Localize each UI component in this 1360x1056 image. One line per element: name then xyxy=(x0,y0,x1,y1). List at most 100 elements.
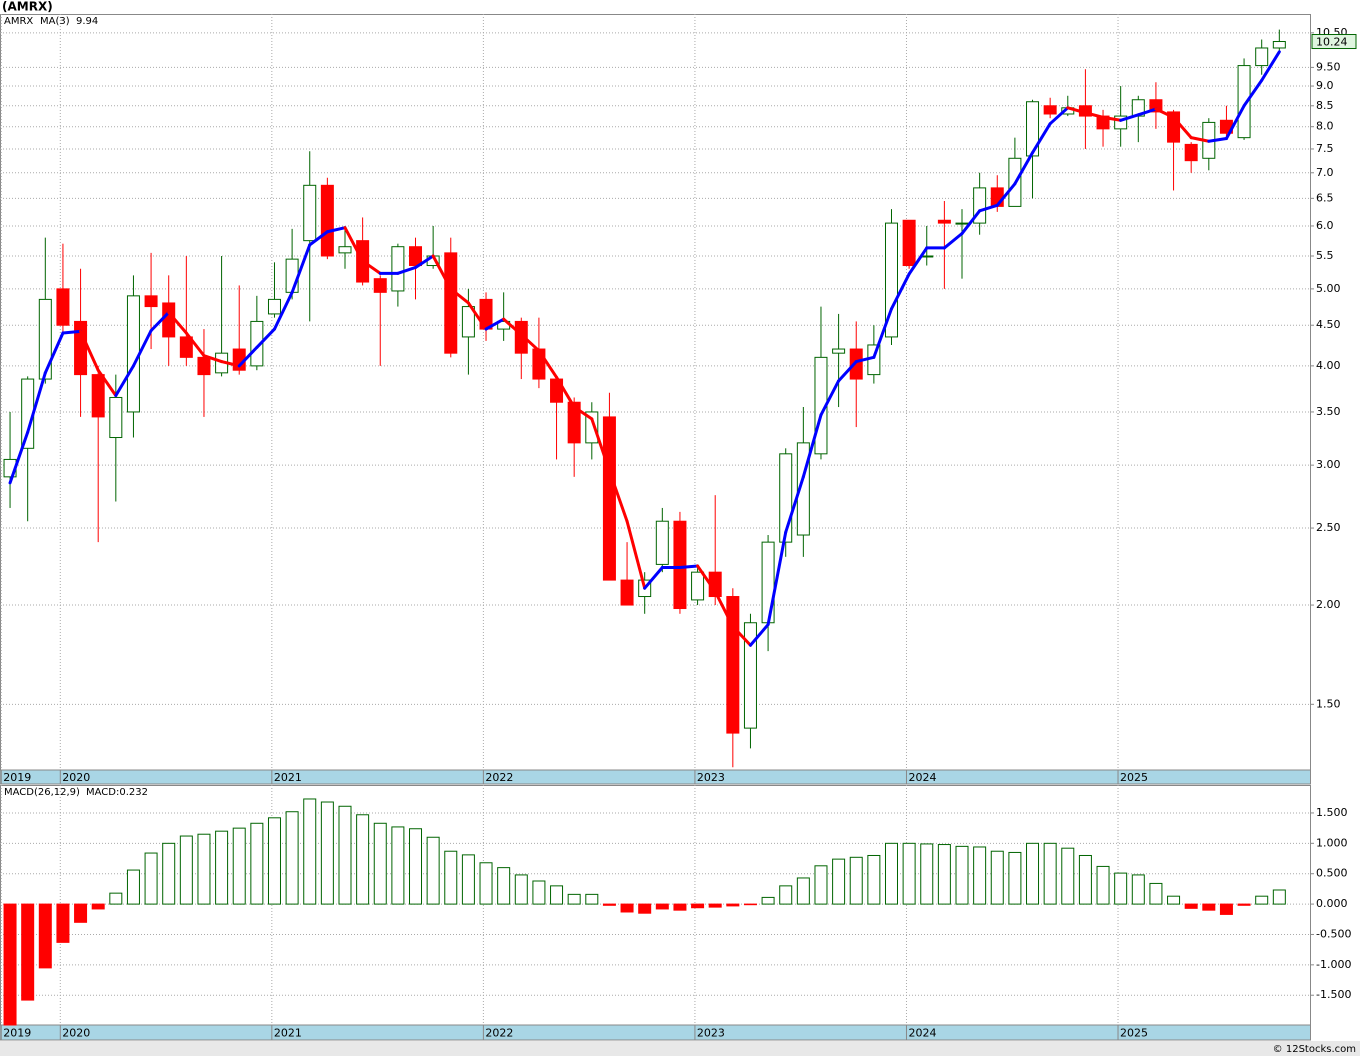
y-tick-label: 6.5 xyxy=(1316,191,1334,204)
ma-line xyxy=(43,331,65,375)
y-tick-label: 4.00 xyxy=(1316,359,1341,372)
ma-line xyxy=(519,333,541,353)
macd-bar xyxy=(655,903,669,910)
macd-bar xyxy=(1272,889,1286,905)
ma-line xyxy=(1224,104,1246,141)
ma-line xyxy=(1031,122,1052,155)
y-tick-label: 6.0 xyxy=(1316,219,1334,232)
ma-line xyxy=(537,349,559,379)
macd-bar xyxy=(320,801,334,905)
x-tick-label: 2020 xyxy=(62,771,90,784)
x-tick-label: 2020 xyxy=(62,1027,90,1040)
candle-body xyxy=(409,246,423,267)
ma-line xyxy=(1048,106,1070,126)
candle-body xyxy=(955,222,969,225)
ma-line xyxy=(502,317,523,337)
ma-line xyxy=(625,519,647,590)
macd-bar xyxy=(1202,903,1216,911)
candle-body xyxy=(761,541,775,624)
macd-bar xyxy=(1184,903,1198,909)
chart-title: (AMRX) xyxy=(2,0,53,14)
ma-line xyxy=(255,327,276,349)
candle-body xyxy=(391,246,405,292)
macd-bar xyxy=(409,828,423,905)
last-price-box xyxy=(1311,34,1357,50)
macd-bar xyxy=(1149,882,1163,905)
macd-bar xyxy=(726,903,740,907)
macd-bar xyxy=(179,835,193,905)
candle-body xyxy=(1272,41,1286,49)
candle-body xyxy=(655,520,669,565)
candle-body xyxy=(1255,47,1269,67)
ma-line xyxy=(1242,78,1264,108)
macd-bar xyxy=(867,854,881,905)
y-tick-label: 1.50 xyxy=(1316,697,1341,710)
y-tick-label: 5.00 xyxy=(1316,282,1341,295)
ma-line xyxy=(572,405,594,421)
x-tick-label: 2019 xyxy=(3,771,31,784)
x-tick-label: 2021 xyxy=(274,1027,302,1040)
x-tick-label: 2023 xyxy=(697,771,725,784)
ma-line xyxy=(872,307,893,359)
macd-bar xyxy=(796,877,810,905)
macd-bar xyxy=(832,858,846,905)
ma-line xyxy=(854,355,876,364)
macd-bar xyxy=(1043,842,1057,905)
ma-line xyxy=(960,209,982,236)
x-tick-label: 2022 xyxy=(485,1027,513,1040)
macd-bar xyxy=(444,850,458,905)
macd-bar xyxy=(338,805,352,905)
macd-bar xyxy=(620,903,634,913)
macd-bar xyxy=(479,862,493,905)
candle-body xyxy=(162,302,176,338)
candle-body xyxy=(1184,143,1198,162)
candle-body xyxy=(514,320,528,354)
macd-bar xyxy=(1114,872,1128,905)
macd-bar xyxy=(250,822,264,905)
ma-line xyxy=(889,272,911,311)
ma-line xyxy=(555,375,576,409)
macd-bar xyxy=(109,892,123,905)
macd-bar xyxy=(1167,895,1181,905)
y-tick-label: -0.500 xyxy=(1316,927,1351,940)
x-tick-label: 2021 xyxy=(274,771,302,784)
plot-area xyxy=(0,785,1311,1026)
ma-line xyxy=(678,564,700,569)
macd-bar xyxy=(303,798,317,905)
candle-body xyxy=(56,288,70,326)
macd-bar xyxy=(743,903,757,906)
ma-line xyxy=(114,364,135,398)
candle-body xyxy=(461,306,475,338)
macd-bar xyxy=(814,865,828,905)
candle-body xyxy=(884,222,898,338)
y-tick-label: 3.00 xyxy=(1316,458,1341,471)
ma-line xyxy=(431,254,453,291)
macd-bar xyxy=(902,842,916,905)
macd-bar xyxy=(849,856,863,905)
macd-bar xyxy=(144,852,158,905)
candle-body xyxy=(691,571,705,601)
macd-bar xyxy=(990,850,1004,905)
candle-body xyxy=(338,246,352,254)
candle-body xyxy=(832,348,846,354)
x-axis-bar xyxy=(0,769,1311,785)
macd-bar xyxy=(638,903,652,914)
legend-ma-name: MA(3) xyxy=(40,16,70,27)
x-tick-label: 2024 xyxy=(908,771,936,784)
candle-body xyxy=(1026,101,1040,157)
y-tick-label: 8.0 xyxy=(1316,120,1334,133)
ma-line xyxy=(837,360,858,383)
macd-bar xyxy=(1078,854,1092,905)
candle-body xyxy=(1237,65,1251,139)
y-tick-label: 7.0 xyxy=(1316,166,1334,179)
macd-bar xyxy=(426,836,440,905)
y-tick-label: 8.5 xyxy=(1316,99,1334,112)
x-tick-label: 2025 xyxy=(1120,1027,1148,1040)
macd-bar xyxy=(673,903,687,911)
candle-body xyxy=(902,219,916,267)
y-tick-label: 0.500 xyxy=(1316,867,1348,880)
candle-body xyxy=(585,411,599,444)
candle-body xyxy=(250,320,264,367)
ma-line xyxy=(466,301,488,331)
y-tick-label: 5.5 xyxy=(1316,249,1334,262)
